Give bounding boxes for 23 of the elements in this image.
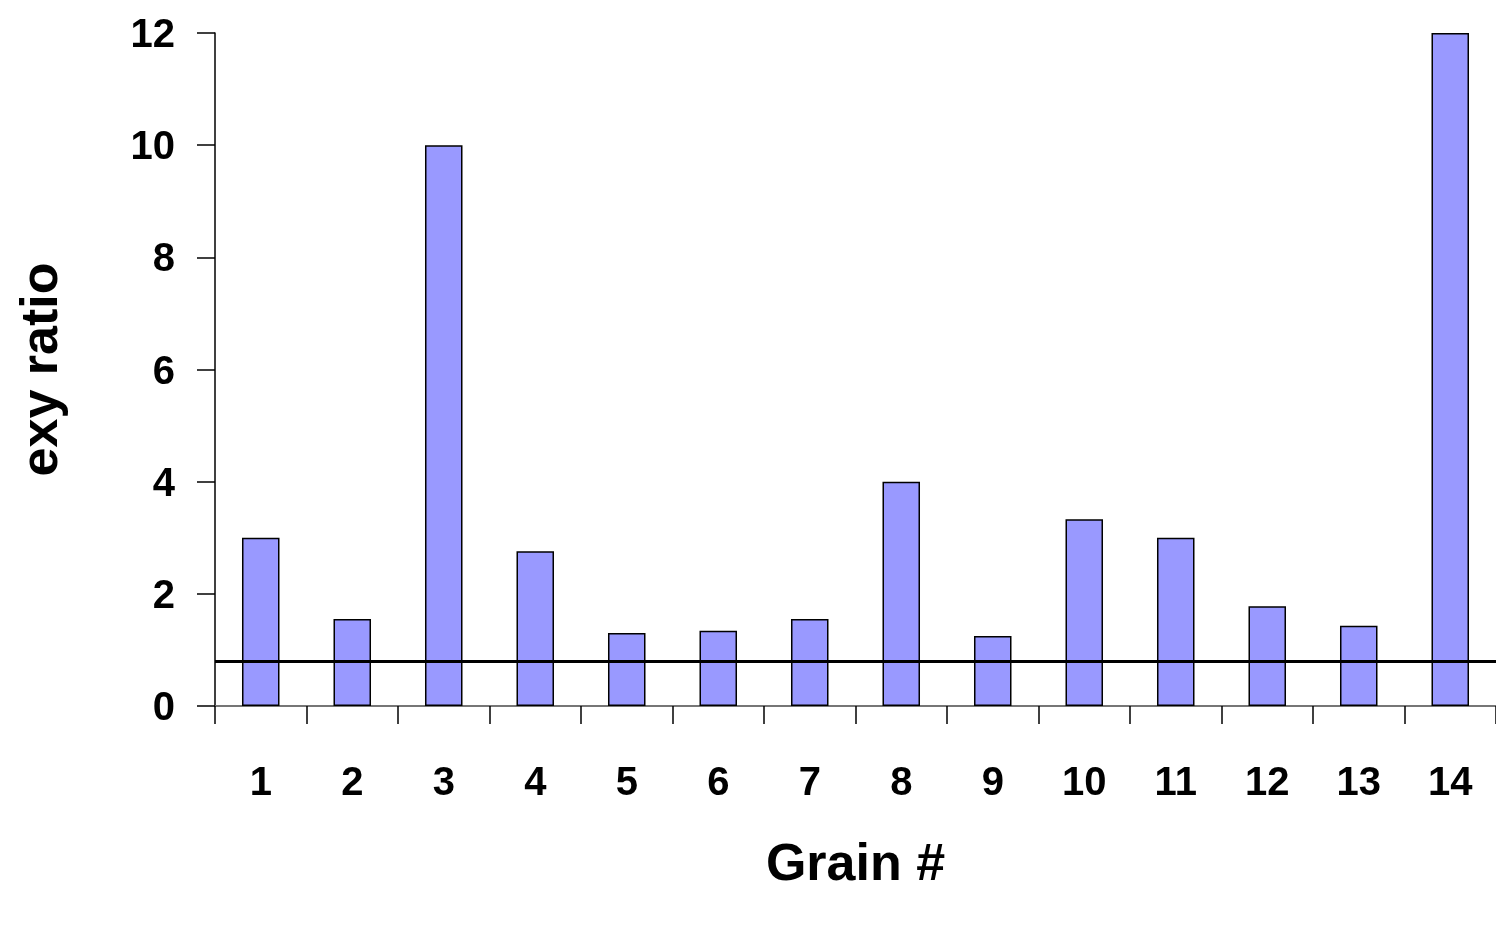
x-tick-label: 10 — [1062, 759, 1107, 803]
x-tick-label: 11 — [1154, 759, 1197, 803]
y-axis-title: exy ratio — [10, 262, 68, 477]
y-tick-label: 4 — [152, 459, 176, 504]
x-tick-label: 6 — [707, 759, 730, 803]
y-tick-label: 10 — [130, 123, 175, 168]
x-tick-label: 9 — [981, 759, 1004, 803]
x-tick-label: 2 — [341, 759, 364, 803]
x-tick-label: 13 — [1336, 759, 1381, 803]
y-tick-label: 12 — [130, 11, 175, 55]
x-tick-label: 8 — [890, 759, 913, 803]
x-tick-label: 1 — [249, 759, 272, 803]
x-axis-title: Grain # — [765, 833, 946, 891]
x-tick-label: 7 — [798, 759, 821, 803]
x-tick-label: 4 — [524, 759, 548, 803]
y-tick-label: 0 — [152, 684, 175, 728]
x-tick-label: 5 — [615, 759, 638, 803]
x-tick-label: 12 — [1245, 759, 1290, 803]
y-tick-label: 8 — [152, 235, 175, 280]
x-tick-label: 14 — [1428, 759, 1474, 803]
x-tick-label: 3 — [432, 759, 455, 803]
y-tick-label: 6 — [152, 347, 175, 392]
y-tick-label: 2 — [152, 571, 175, 616]
